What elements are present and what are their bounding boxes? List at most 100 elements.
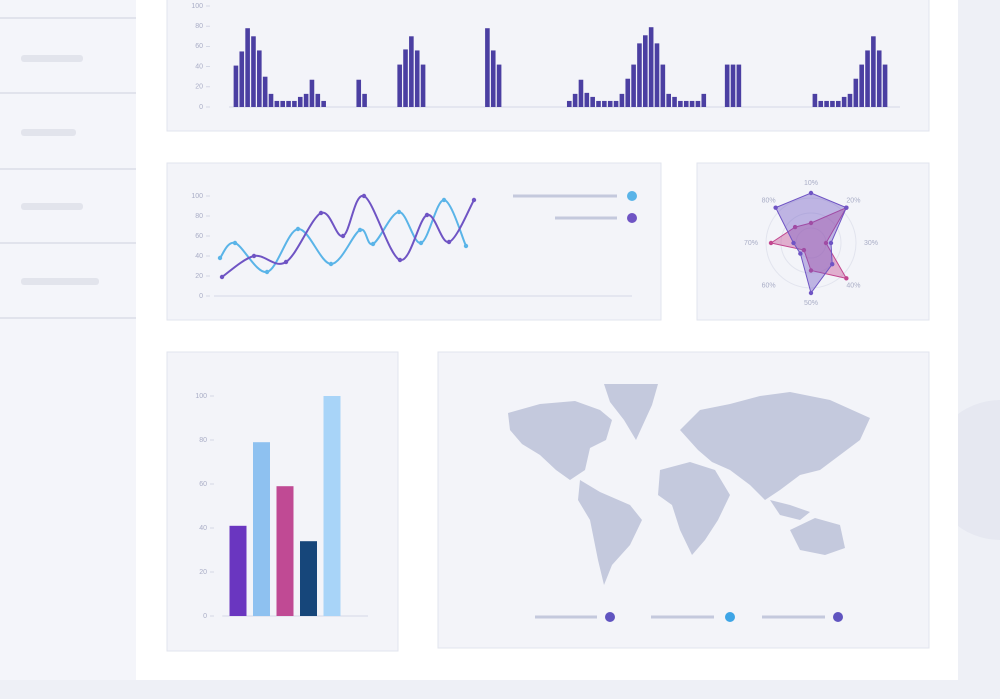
radar-point [844, 276, 849, 281]
radar-point [823, 240, 829, 246]
bar [865, 50, 870, 107]
radar-label: 30% [864, 240, 878, 247]
sidebar [0, 0, 136, 680]
radar-point [844, 205, 849, 210]
bar [496, 64, 502, 107]
bar [262, 76, 268, 107]
bar [637, 43, 642, 107]
y-tick-label: 100 [191, 3, 203, 10]
bar [268, 93, 274, 107]
radar-label: 10% [804, 180, 818, 187]
bar [613, 100, 619, 107]
point [328, 261, 334, 267]
bar [689, 100, 695, 107]
y-tick-label: 0 [203, 613, 207, 620]
radar-label: 70% [744, 240, 758, 247]
card [166, 0, 930, 132]
bar [625, 78, 631, 107]
radar-label: 50% [804, 300, 818, 307]
bar [309, 79, 315, 107]
bar [251, 36, 256, 107]
bar [572, 93, 578, 107]
bar [701, 93, 707, 107]
continent [790, 518, 845, 555]
continent [680, 392, 870, 500]
bar [648, 27, 654, 107]
sidebar-item[interactable] [21, 129, 76, 136]
bar [812, 93, 818, 107]
bar [485, 28, 490, 107]
sidebar-item[interactable] [21, 278, 99, 285]
bar [280, 100, 286, 107]
bar [590, 96, 595, 107]
map-legend [535, 612, 843, 622]
radar-point [792, 224, 798, 230]
bar [830, 100, 835, 107]
bar [286, 100, 291, 107]
point [361, 193, 367, 199]
y-tick-label: 20 [199, 569, 207, 576]
bar [229, 525, 247, 616]
point [340, 233, 346, 239]
bar [323, 396, 341, 616]
bar [654, 43, 660, 107]
bar [276, 486, 294, 616]
radar-point [801, 247, 807, 253]
sidebar-bg [0, 0, 136, 680]
bar [414, 50, 420, 107]
sidebar-item[interactable] [21, 55, 83, 62]
sidebar-item[interactable] [21, 203, 83, 210]
point [397, 257, 403, 263]
bar [490, 50, 496, 107]
bar [602, 100, 607, 107]
legend-dot [605, 612, 615, 622]
point [418, 240, 424, 246]
bar [584, 92, 590, 107]
continent [770, 500, 810, 520]
radar-label: 80% [762, 197, 776, 204]
y-tick-label: 100 [191, 193, 203, 200]
bar [607, 100, 613, 107]
bar [566, 100, 572, 107]
y-tick-label: 0 [199, 293, 203, 300]
radar-point [830, 262, 835, 267]
radar-label: 20% [846, 197, 860, 204]
bar [871, 36, 876, 107]
y-tick-label: 60 [195, 43, 203, 50]
bar [300, 541, 317, 616]
bar [695, 100, 701, 107]
bar [257, 50, 262, 107]
legend-dot [725, 612, 735, 622]
bar [403, 49, 408, 107]
bar [596, 100, 601, 107]
world-map [508, 384, 870, 585]
bar [321, 100, 326, 107]
bar [660, 64, 666, 107]
continent [508, 401, 612, 480]
y-tick-label: 40 [195, 253, 203, 260]
bar [239, 51, 245, 107]
bar [292, 100, 297, 107]
radar-ring [765, 197, 857, 289]
bar [882, 64, 888, 107]
point [370, 241, 376, 247]
bar [841, 96, 847, 107]
y-tick-label: 100 [195, 393, 207, 400]
radar-ring [780, 212, 842, 274]
legend-dot [833, 612, 843, 622]
radar-point [791, 240, 796, 246]
point [232, 240, 238, 246]
y-tick-label: 60 [199, 481, 207, 488]
radar-point [768, 240, 774, 246]
bar [362, 93, 367, 107]
bar [672, 96, 677, 107]
bar [818, 100, 824, 107]
point [463, 243, 469, 249]
point [219, 274, 225, 280]
bar [303, 93, 309, 107]
bar [233, 65, 239, 107]
radar-point [773, 205, 778, 210]
y-tick-label: 20 [195, 273, 203, 280]
radar-label: 40% [846, 282, 860, 289]
